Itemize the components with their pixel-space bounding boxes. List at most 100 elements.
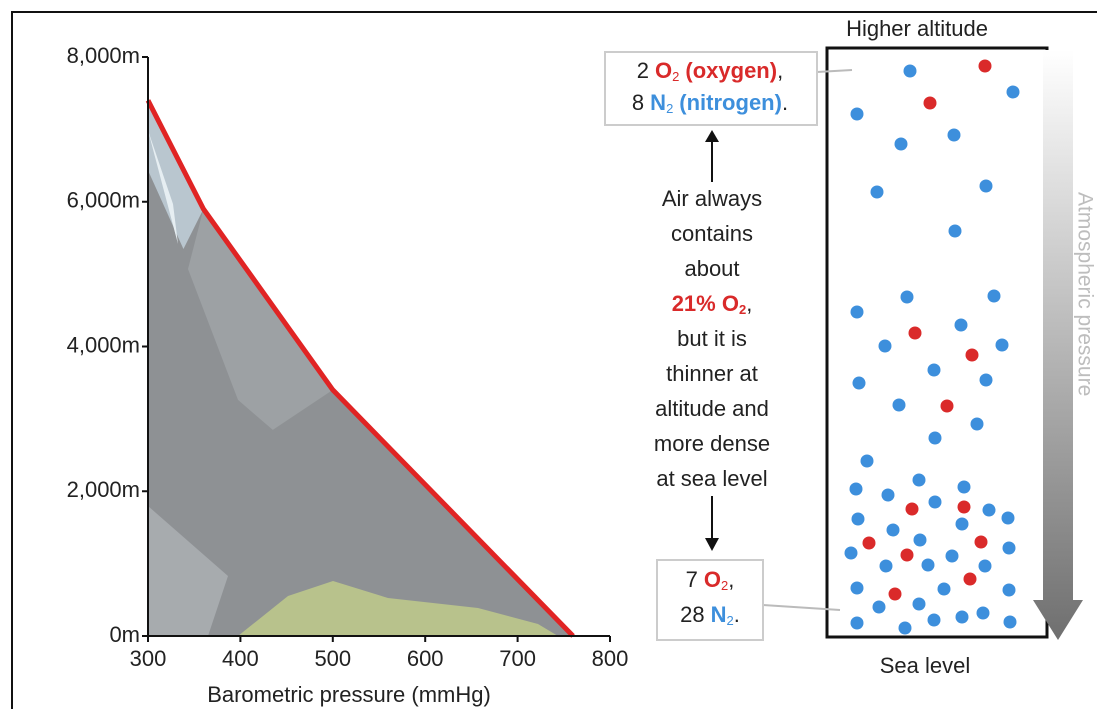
air-column [825, 46, 1049, 639]
x-tick-label: 800 [592, 646, 629, 671]
nitrogen-molecule [913, 533, 927, 547]
nitrogen-molecule [900, 290, 914, 304]
nitrogen-molecule [1001, 511, 1015, 525]
nitrogen-molecule [850, 107, 864, 121]
oxygen-molecule [905, 502, 919, 516]
nitrogen-molecule [881, 488, 895, 502]
nitrogen-molecule [979, 179, 993, 193]
note-text: N [650, 90, 666, 115]
connector [762, 604, 841, 611]
nitrogen-molecule [872, 600, 886, 614]
note-line: at sea level [656, 466, 767, 491]
nitrogen-molecule [850, 305, 864, 319]
note-text: 8 [632, 90, 644, 115]
note-text: (oxygen) [685, 58, 777, 83]
nitrogen-molecule [1006, 85, 1020, 99]
nitrogen-molecule [955, 517, 969, 531]
note-text: 2 [739, 302, 746, 317]
note-line: 2 O2 (oxygen), [637, 58, 783, 85]
nitrogen-molecule [852, 376, 866, 390]
nitrogen-molecule [947, 128, 961, 142]
bottom-box [656, 559, 764, 641]
nitrogen-molecule [860, 454, 874, 468]
note-line: altitude and [655, 396, 769, 421]
note-line: Air always [662, 186, 762, 211]
x-tick-label: 600 [407, 646, 444, 671]
nitrogen-molecule [945, 549, 959, 563]
x-tick-label: 700 [499, 646, 536, 671]
nitrogen-molecule [976, 606, 990, 620]
nitrogen-molecule [954, 318, 968, 332]
oxygen-molecule [900, 548, 914, 562]
nitrogen-molecule [927, 363, 941, 377]
mountain-shade [188, 208, 333, 430]
oxygen-molecule [978, 59, 992, 73]
note-line: 7 O2, [686, 567, 735, 594]
x-tick-label: 400 [222, 646, 259, 671]
note-text: 7 [686, 567, 698, 592]
mountain-shade [148, 130, 178, 244]
y-tick-label: 0m [109, 622, 140, 647]
note-text: 2 [666, 101, 673, 116]
y-tick-label: 6,000m [67, 188, 140, 213]
molecules [844, 59, 1020, 635]
x-tick-label: 500 [314, 646, 351, 671]
note-line: 28 N2. [680, 602, 740, 629]
note-text: 21% O [672, 291, 739, 316]
nitrogen-molecule [928, 431, 942, 445]
top-box [604, 51, 818, 126]
top-label: Higher altitude [846, 16, 988, 41]
mountain-shade [148, 506, 228, 636]
meadow [238, 581, 558, 636]
note-text: . [782, 90, 788, 115]
nitrogen-molecule [892, 398, 906, 412]
nitrogen-molecule [894, 137, 908, 151]
nitrogen-molecule [927, 613, 941, 627]
nitrogen-molecule [849, 482, 863, 496]
y-tick-label: 8,000m [67, 43, 140, 68]
nitrogen-molecule [1002, 541, 1016, 555]
nitrogen-molecule [851, 512, 865, 526]
nitrogen-molecule [955, 610, 969, 624]
mountain-shade [148, 100, 204, 249]
nitrogen-molecule [987, 289, 1001, 303]
notes: 2 O2 (oxygen),8 N2 (nitrogen).7 O2,28 N2.Air a… [632, 58, 788, 629]
nitrogen-molecule [970, 417, 984, 431]
arrow-head [705, 130, 719, 142]
nitrogen-molecule [850, 616, 864, 630]
x-tick-label: 300 [130, 646, 167, 671]
nitrogen-molecule [978, 559, 992, 573]
oxygen-molecule [923, 96, 937, 110]
oxygen-molecule [963, 572, 977, 586]
nitrogen-molecule [879, 559, 893, 573]
nitrogen-molecule [948, 224, 962, 238]
pressure-label: Atmospheric pressure [1073, 192, 1096, 396]
oxygen-molecule [908, 326, 922, 340]
nitrogen-molecule [921, 558, 935, 572]
nitrogen-molecule [937, 582, 951, 596]
nitrogen-molecule [957, 480, 971, 494]
oxygen-molecule [965, 348, 979, 362]
note-line: but it is [677, 326, 747, 351]
note-text: , [746, 291, 752, 316]
nitrogen-molecule [928, 495, 942, 509]
nitrogen-molecule [1002, 583, 1016, 597]
nitrogen-molecule [878, 339, 892, 353]
note-text: 2 [637, 58, 649, 83]
nitrogen-molecule [979, 373, 993, 387]
note-text: O [655, 58, 672, 83]
oxygen-molecule [862, 536, 876, 550]
altitude-line [145, 99, 575, 638]
note-text: , [728, 567, 734, 592]
bottom-label: Sea level [880, 653, 971, 678]
nitrogen-molecule [912, 473, 926, 487]
nitrogen-molecule [982, 503, 996, 517]
note-line: about [684, 256, 739, 281]
note-text: . [734, 602, 740, 627]
note-text: 28 [680, 602, 704, 627]
note-line: 8 N2 (nitrogen). [632, 90, 788, 117]
y-tick-label: 2,000m [67, 477, 140, 502]
nitrogen-molecule [1003, 615, 1017, 629]
connector [816, 69, 853, 73]
